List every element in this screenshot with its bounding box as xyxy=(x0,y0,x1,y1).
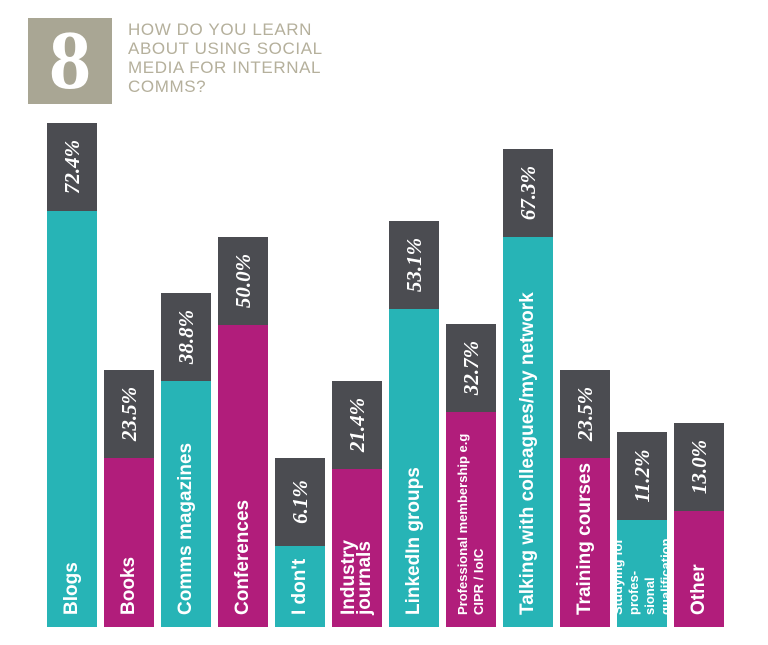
value-label: 32.7% xyxy=(458,340,483,395)
value-label: 21.4% xyxy=(344,397,369,453)
category-label: Conferences xyxy=(232,499,253,615)
value-cap xyxy=(560,370,610,459)
bar xyxy=(617,520,667,627)
category-label: LinkedIn groups xyxy=(403,467,424,615)
value-cap xyxy=(389,220,439,309)
value-label: 23.5% xyxy=(116,387,141,442)
value-cap xyxy=(161,293,211,382)
bar xyxy=(47,211,97,627)
bar xyxy=(104,458,154,627)
value-cap xyxy=(218,236,268,325)
value-label: 53.1% xyxy=(401,237,426,292)
value-cap xyxy=(503,149,553,238)
bar xyxy=(332,468,382,627)
value-label: 23.5% xyxy=(572,387,597,442)
category-label: Other xyxy=(688,564,709,615)
category-label: Industry journals xyxy=(338,540,375,615)
bar xyxy=(218,324,268,627)
value-label: 13.0% xyxy=(686,440,711,495)
category-label: Books xyxy=(118,556,139,615)
category-label: Comms magazines xyxy=(175,442,196,615)
value-cap xyxy=(332,380,382,469)
bar xyxy=(503,237,553,627)
category-label: Professional membership e.g CIPR / IoIC xyxy=(455,433,486,615)
category-label: Studying for profes- sional qualificatio… xyxy=(610,538,673,615)
chart-title: HOW DO YOU LEARN ABOUT USING SOCIAL MEDI… xyxy=(128,20,323,96)
value-label: 50.0% xyxy=(230,253,255,308)
value-label: 38.8% xyxy=(173,309,198,365)
value-cap xyxy=(674,423,724,512)
value-cap xyxy=(446,323,496,412)
bar xyxy=(275,546,325,627)
value-cap xyxy=(47,123,97,212)
category-label: Blogs xyxy=(61,562,82,615)
value-cap xyxy=(275,458,325,547)
value-label: 11.2% xyxy=(629,449,654,503)
category-label: Talking with colleagues/my network xyxy=(517,292,538,615)
value-label: 6.1% xyxy=(287,480,312,525)
bar xyxy=(674,511,724,627)
bar xyxy=(389,308,439,627)
bar xyxy=(161,381,211,627)
bar xyxy=(560,458,610,627)
bar xyxy=(446,411,496,627)
value-label: 67.3% xyxy=(515,166,540,221)
value-label: 72.4% xyxy=(59,140,84,195)
value-cap xyxy=(617,432,667,521)
category-label: Training courses xyxy=(574,462,595,615)
value-cap xyxy=(104,370,154,459)
chart-number: 8 xyxy=(28,18,112,104)
category-label: I don't xyxy=(289,558,310,615)
